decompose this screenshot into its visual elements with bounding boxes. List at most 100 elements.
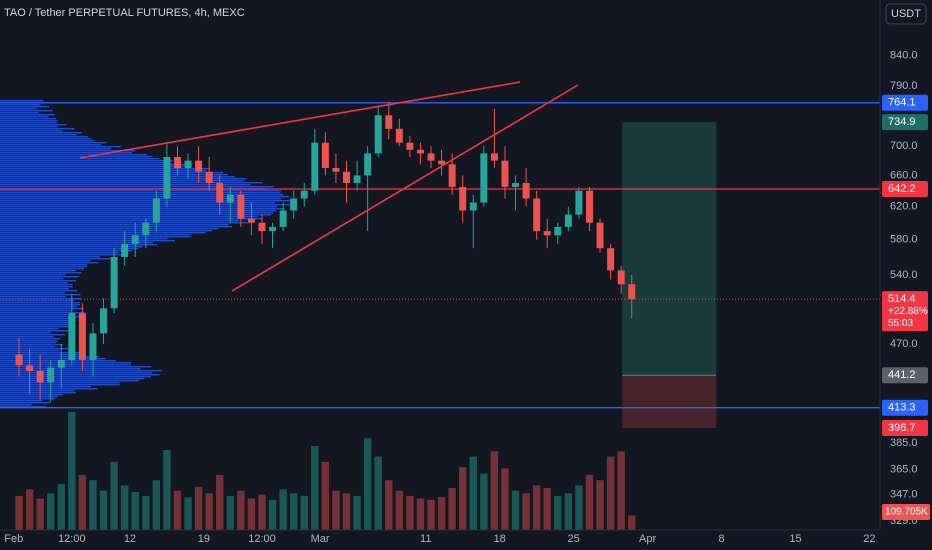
volume-bar (564, 493, 573, 530)
candle-body (596, 222, 604, 249)
volume-bar (511, 490, 520, 530)
volume-bar (78, 474, 87, 530)
candle-body (300, 190, 308, 199)
currency-button[interactable] (885, 3, 927, 25)
profile-bar (0, 150, 135, 152)
y-tick-label: 660.0 (890, 169, 918, 181)
x-tick-label: 18 (494, 533, 506, 545)
volume-bar (332, 490, 340, 530)
profile-bar (0, 390, 75, 392)
profile-bar (0, 328, 59, 330)
profile-bar (0, 298, 82, 300)
profile-bar (0, 176, 235, 178)
profile-bar (0, 202, 276, 204)
profile-bar (0, 224, 229, 226)
profile-bar (0, 398, 56, 400)
profile-bar (0, 340, 58, 342)
profile-bar (0, 272, 82, 274)
x-tick-label: Mar (311, 533, 330, 545)
profile-bar (0, 178, 247, 180)
target-zone (622, 122, 717, 376)
profile-bar (0, 362, 131, 364)
profile-bar (0, 282, 68, 284)
profile-bar (0, 264, 87, 266)
currency-label[interactable]: USDT (891, 8, 921, 20)
price-tag (882, 420, 928, 437)
volume-bar (385, 480, 393, 530)
profile-bar (0, 190, 281, 192)
profile-bar (0, 342, 57, 344)
volume-bar (448, 488, 456, 530)
profile-bar (0, 294, 81, 296)
volume-bar (300, 495, 308, 530)
profile-bar (0, 200, 293, 202)
volume-bar (374, 456, 382, 530)
volume-bar (395, 490, 404, 530)
candle-body (152, 198, 160, 223)
profile-bar (0, 204, 292, 206)
candle-body (78, 313, 86, 360)
price-tag-label: 441.2 (888, 369, 916, 381)
candle-body (173, 157, 181, 168)
profile-bar (0, 136, 89, 138)
candle-body (311, 142, 319, 191)
price-tag (882, 94, 928, 111)
position-box (622, 122, 717, 429)
x-tick-label: Apr (639, 533, 656, 545)
trend-line (231, 84, 579, 292)
profile-bar (0, 198, 282, 200)
profile-bar (0, 292, 65, 294)
profile-bar (0, 218, 263, 220)
profile-bar (0, 278, 63, 280)
candle-body (343, 171, 350, 184)
y-tick-label: 790.0 (890, 80, 918, 92)
candle-body (258, 222, 266, 232)
profile-bar (0, 308, 84, 310)
profile-bar (0, 180, 244, 182)
price-tag-label: 764.1 (888, 97, 916, 109)
profile-bar (0, 266, 87, 268)
profile-bar (0, 336, 54, 338)
volume-bar (321, 461, 330, 530)
x-tick-label: 12:00 (58, 533, 86, 545)
profile-bar (0, 320, 77, 322)
candle-body (237, 194, 245, 219)
profile-bar (0, 142, 107, 144)
volume-bar (289, 493, 298, 530)
profile-bar (0, 402, 51, 404)
profile-bar (0, 316, 82, 318)
profile-bar (0, 290, 78, 292)
profile-bar (0, 192, 281, 194)
y-tick-label: 365.0 (890, 463, 918, 475)
volume-bar (585, 474, 594, 530)
profile-bar (0, 322, 73, 324)
profile-bar (0, 244, 158, 246)
volume-bar (184, 497, 192, 530)
candle-body (332, 167, 340, 172)
profile-bar (0, 366, 152, 368)
profile-bar (0, 208, 285, 210)
profile-bar (0, 256, 101, 258)
y-tick-label: 840.0 (890, 50, 918, 62)
profile-bar (0, 356, 99, 358)
profile-bar (0, 352, 84, 354)
volume-tag-label: 109.705K (885, 507, 928, 518)
profile-bar (0, 194, 284, 196)
candle-body (216, 183, 224, 203)
volume-bar (353, 495, 361, 530)
profile-bar (0, 392, 76, 394)
x-tick-label: 12:00 (248, 533, 276, 545)
profile-bar (0, 376, 152, 378)
volume-bar (416, 498, 425, 530)
profile-bar (0, 378, 145, 380)
volume-bar (247, 498, 256, 530)
profile-bar (0, 346, 55, 348)
profile-bar (0, 114, 56, 116)
profile-bar (0, 146, 121, 148)
profile-bar (0, 348, 72, 350)
volume-bar (279, 489, 287, 530)
volume-pane (15, 412, 636, 530)
profile-bar (0, 364, 131, 366)
profile-bar (0, 154, 148, 156)
profile-bar (0, 184, 251, 186)
